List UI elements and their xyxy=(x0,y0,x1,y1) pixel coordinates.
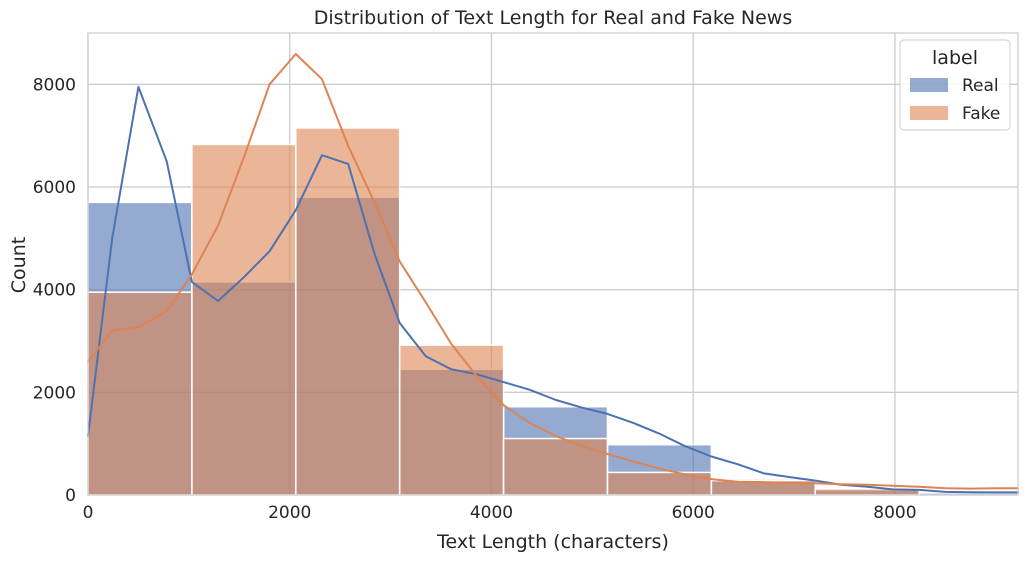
x-tick-label-1: 2000 xyxy=(268,503,311,523)
x-tick-label-3: 6000 xyxy=(672,503,715,523)
legend-title: label xyxy=(932,47,978,69)
chart-title: Distribution of Text Length for Real and… xyxy=(314,7,792,29)
y-axis-label: Count xyxy=(8,237,30,293)
plot-frame xyxy=(87,32,1019,496)
bars-fake xyxy=(87,127,920,496)
x-tick-label-2: 4000 xyxy=(470,503,513,523)
bar-fake-0 xyxy=(87,291,193,496)
x-tick-labels: 0 2000 4000 6000 8000 xyxy=(83,503,917,523)
legend: label Real Fake xyxy=(899,39,1011,131)
x-axis-label: Text Length (characters) xyxy=(436,531,669,553)
histogram-bars xyxy=(87,127,1019,496)
kde-curves xyxy=(87,53,1019,494)
y-tick-labels: 0 2000 4000 6000 8000 xyxy=(33,75,76,506)
y-tick-label-4: 8000 xyxy=(33,75,76,95)
x-tick-label-0: 0 xyxy=(83,503,94,523)
kde-line-real xyxy=(87,85,1019,494)
bar-fake-2 xyxy=(295,127,401,496)
y-tick-label-0: 0 xyxy=(65,486,76,506)
legend-swatch-real xyxy=(910,78,948,92)
legend-swatch-fake xyxy=(910,106,948,120)
y-tick-label-1: 2000 xyxy=(33,383,76,403)
x-tick-label-4: 8000 xyxy=(873,503,916,523)
y-tick-label-3: 6000 xyxy=(33,178,76,198)
kde-line-fake xyxy=(87,53,1019,490)
bar-fake-1 xyxy=(191,143,297,496)
bar-fake-3 xyxy=(398,344,505,496)
legend-label-real: Real xyxy=(962,76,999,96)
y-tick-label-2: 4000 xyxy=(33,281,76,301)
legend-label-fake: Fake xyxy=(962,104,1000,124)
bar-fake-4 xyxy=(502,437,609,496)
